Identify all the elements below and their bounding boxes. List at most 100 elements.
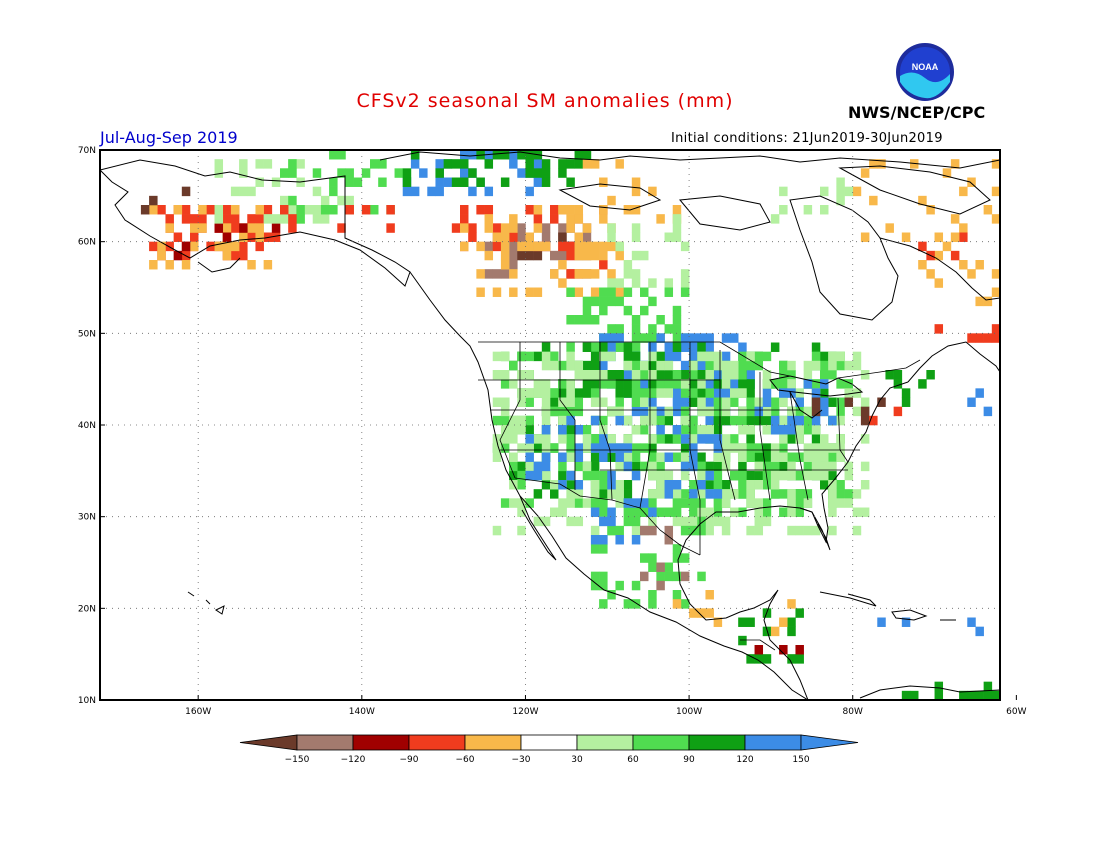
anomaly-cell	[640, 443, 649, 453]
anomaly-cell	[500, 269, 510, 279]
anomaly-cell	[509, 379, 518, 389]
lon-label: 60W	[1006, 707, 1026, 717]
anomaly-cell	[631, 315, 641, 325]
anomaly-cell	[689, 379, 698, 389]
anomaly-cell	[828, 443, 837, 453]
anomaly-cell	[484, 186, 494, 197]
anomaly-cell	[590, 379, 600, 389]
anomaly-cell	[779, 186, 788, 197]
anomaly-cell	[705, 507, 714, 517]
anomaly-cell	[517, 425, 526, 435]
anomaly-cell	[697, 342, 706, 352]
anomaly-cell	[631, 516, 641, 527]
anomaly-cell	[149, 205, 158, 215]
anomaly-cell	[640, 461, 649, 472]
anomaly-cell	[713, 397, 723, 407]
anomaly-cell	[721, 379, 731, 389]
anomaly-cell	[386, 223, 395, 233]
anomaly-cell	[558, 397, 567, 407]
anomaly-cell	[288, 159, 297, 169]
anomaly-cell	[288, 205, 297, 215]
anomaly-cell	[566, 480, 575, 490]
anomaly-cell	[599, 260, 608, 270]
anomaly-cell	[705, 333, 714, 343]
anomaly-cell	[811, 470, 821, 481]
lat-label: 30N	[78, 513, 96, 523]
anomaly-cell	[803, 205, 813, 215]
anomaly-cell	[746, 617, 755, 627]
anomaly-cell	[623, 516, 633, 527]
anomaly-cell	[672, 315, 682, 325]
anomaly-cell	[689, 333, 698, 343]
anomaly-cell	[599, 434, 608, 444]
anomaly-cell	[599, 580, 608, 591]
anomaly-cell	[500, 443, 510, 453]
anomaly-cell	[770, 443, 780, 453]
anomaly-cell	[893, 379, 903, 389]
anomaly-cell	[893, 370, 903, 380]
anomaly-cell	[255, 232, 264, 242]
anomaly-cell	[410, 186, 420, 197]
anomaly-cell	[558, 241, 567, 252]
anomaly-cell	[230, 223, 240, 233]
anomaly-cell	[566, 250, 575, 261]
anomaly-cell	[713, 489, 723, 499]
anomaly-cell	[844, 470, 854, 481]
anomaly-cell	[975, 690, 984, 700]
anomaly-cell	[525, 397, 534, 407]
anomaly-cell	[492, 241, 502, 252]
anomaly-cell	[828, 360, 837, 371]
anomaly-cell	[795, 415, 804, 426]
anomaly-cell	[509, 269, 518, 279]
anomaly-cell	[754, 452, 764, 462]
anomaly-cell	[680, 599, 690, 609]
anomaly-cell	[255, 214, 264, 224]
anomaly-cell	[541, 168, 551, 178]
anomaly-cell	[255, 159, 264, 169]
anomaly-cell	[770, 480, 780, 490]
anomaly-cell	[762, 388, 772, 398]
anomaly-cell	[173, 250, 183, 261]
forecast-period: Jul-Aug-Sep 2019	[100, 128, 238, 147]
anomaly-cell	[860, 370, 870, 380]
anomaly-cell	[656, 489, 665, 499]
anomaly-cell	[877, 617, 886, 627]
anomaly-cell	[410, 150, 420, 160]
anomaly-cell	[664, 287, 674, 297]
anomaly-cell	[820, 397, 829, 407]
anomaly-cell	[582, 250, 592, 261]
anomaly-cell	[582, 443, 592, 453]
anomaly-cell	[484, 250, 494, 261]
lat-label: 40N	[78, 421, 96, 431]
anomaly-cell	[517, 241, 526, 252]
anomaly-cell	[934, 250, 944, 261]
anomaly-cell	[836, 186, 845, 197]
anomaly-cell	[631, 333, 641, 343]
anomaly-cell	[779, 461, 788, 472]
anomaly-cell	[754, 498, 764, 508]
anomaly-cell	[697, 452, 706, 462]
anomaly-cell	[590, 434, 600, 444]
anomaly-cell	[607, 241, 616, 252]
anomaly-cell	[640, 388, 649, 398]
anomaly-cell	[713, 516, 723, 527]
anomaly-cell	[492, 525, 502, 536]
anomaly-cell	[746, 434, 755, 444]
anomaly-cell	[509, 250, 518, 261]
anomaly-cell	[149, 260, 158, 270]
anomaly-cell	[926, 205, 935, 215]
anomaly-cell	[787, 626, 796, 637]
anomaly-cell	[590, 250, 600, 261]
anomaly-cell	[574, 388, 584, 398]
anomaly-cell	[713, 470, 723, 481]
anomaly-cell	[795, 489, 804, 499]
colorbar-segment	[520, 734, 578, 751]
anomaly-cell	[697, 461, 706, 472]
anomaly-cell	[828, 507, 837, 517]
anomaly-cell	[689, 507, 698, 517]
anomaly-cell	[689, 480, 698, 490]
anomaly-cell	[574, 489, 584, 499]
anomaly-cell	[762, 480, 772, 490]
anomaly-cell	[672, 434, 682, 444]
anomaly-cell	[950, 214, 960, 224]
